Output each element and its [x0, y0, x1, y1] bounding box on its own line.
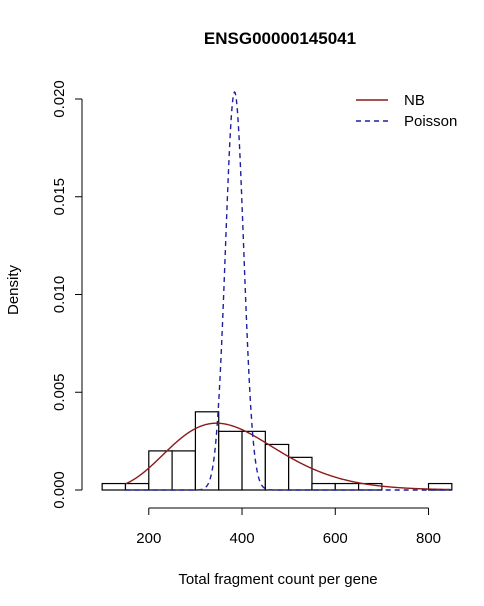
histogram-bars	[101, 411, 453, 491]
y-axis: 0.000 0.005 0.010 0.015 0.020	[51, 80, 83, 509]
density-curves	[125, 91, 452, 491]
legend: NB Poisson	[356, 92, 457, 130]
x-tick-label: 400	[230, 530, 255, 547]
histogram-bar	[171, 450, 197, 491]
x-tick-label: 200	[136, 530, 161, 547]
histogram-bar	[264, 443, 290, 491]
y-axis-label: Density	[5, 264, 22, 315]
x-tick-label: 800	[416, 530, 441, 547]
histogram-bar	[334, 482, 360, 491]
y-tick-label: 0.005	[51, 373, 68, 411]
y-tick-label: 0.010	[51, 276, 68, 314]
y-tick-label: 0.000	[51, 471, 68, 509]
histogram-bar	[218, 430, 243, 491]
histogram-bar	[311, 482, 336, 491]
x-axis-label: Total fragment count per gene	[178, 571, 377, 588]
series-line-nb	[125, 422, 452, 491]
chart-title: ENSG00000145041	[204, 29, 356, 48]
histogram-bar	[101, 482, 127, 491]
y-tick-label: 0.020	[51, 80, 68, 118]
x-axis: 200 400 600 800	[136, 507, 441, 547]
legend-label-poisson: Poisson	[404, 113, 457, 130]
legend-label-nb: NB	[404, 92, 425, 109]
series-line-poisson	[125, 91, 452, 491]
x-tick-label: 600	[323, 530, 348, 547]
histogram-bar	[124, 482, 150, 491]
y-tick-label: 0.015	[51, 178, 68, 216]
